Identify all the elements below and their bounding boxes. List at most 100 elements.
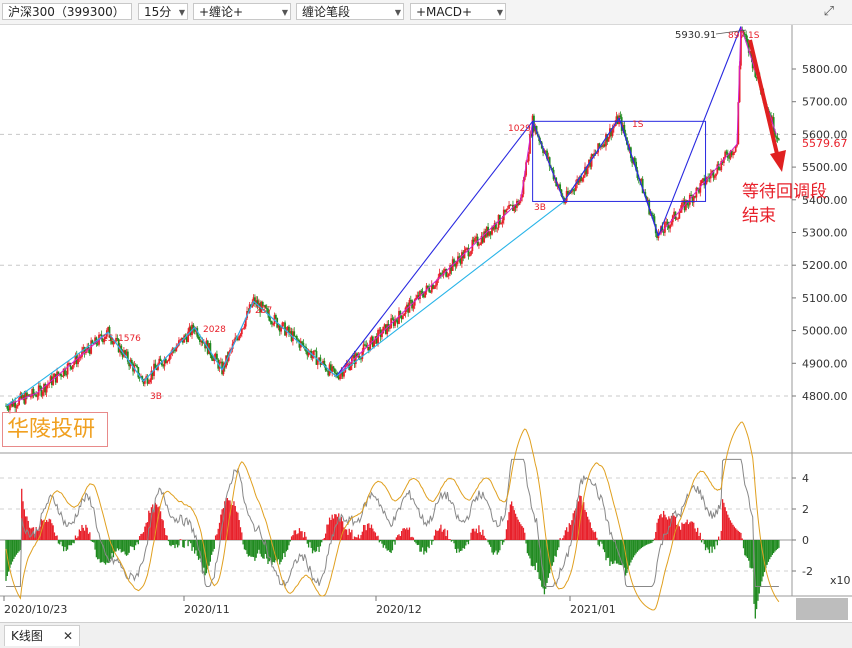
candle-body <box>200 340 203 342</box>
macd-tick-label: 4 <box>802 472 809 485</box>
candle-body <box>426 285 429 288</box>
candle-body <box>278 325 281 332</box>
candle-body <box>458 256 461 259</box>
scroll-thumb[interactable] <box>796 598 848 620</box>
last-price-label: 5579.67 <box>802 137 848 150</box>
candle-body <box>174 349 176 352</box>
indicator-select-1[interactable]: +缠论+ ▼ <box>193 3 291 20</box>
candle-body <box>244 318 247 327</box>
candle-body <box>394 319 396 326</box>
expand-icon[interactable]: ⤢ <box>823 4 834 19</box>
arrow-head <box>770 150 786 172</box>
candle-body <box>196 328 199 337</box>
candle-body <box>400 315 403 319</box>
chevron-down-icon: ▼ <box>394 8 401 17</box>
candle-body <box>774 132 776 137</box>
symbol-select[interactable]: 沪深300（399300） <box>2 3 132 20</box>
candle-body <box>265 307 268 309</box>
candle-body <box>535 125 538 134</box>
candle-body <box>375 336 378 344</box>
candle-body <box>236 338 239 341</box>
candle-body <box>468 254 471 257</box>
indicator-label-2: 缠论笔段 <box>302 5 351 19</box>
candle-body <box>314 350 317 352</box>
candle-body <box>679 209 682 213</box>
indicator-select-3[interactable]: +MACD+ ▼ <box>410 3 506 20</box>
candle-body <box>481 235 484 243</box>
candle-body <box>102 338 104 343</box>
candle-body <box>662 232 665 233</box>
tab-kline[interactable]: K线图 ✕ <box>4 625 80 646</box>
candle-body <box>530 134 533 137</box>
candle-body <box>176 345 179 348</box>
candle-body <box>286 326 289 330</box>
indicator-select-2[interactable]: 缠论笔段 ▼ <box>296 3 404 20</box>
candle-body <box>319 357 322 365</box>
candle-body <box>569 192 572 194</box>
close-icon[interactable]: ✕ <box>62 629 73 643</box>
candle-body <box>381 333 383 338</box>
candle-body <box>403 313 406 316</box>
candle-body <box>419 290 421 300</box>
candle-body <box>6 405 9 409</box>
period-select[interactable]: 15分 ▼ <box>138 3 188 20</box>
candle-body <box>128 361 131 367</box>
candle-body <box>88 349 91 354</box>
candle-body <box>546 150 548 159</box>
candle-body <box>65 374 68 376</box>
candle-body <box>527 153 530 162</box>
candle-body <box>104 336 107 339</box>
candle-body <box>329 364 332 372</box>
candle-body <box>694 196 696 198</box>
price-tick-label: 4800.00 <box>802 390 848 403</box>
candle-body <box>598 143 601 148</box>
candle-body <box>274 315 277 319</box>
candle-body <box>433 286 436 289</box>
candle-body <box>73 362 76 366</box>
candle-body <box>383 324 386 327</box>
candle-body <box>606 134 609 142</box>
candle-body <box>388 328 391 329</box>
candle-body <box>681 202 683 210</box>
candle-body <box>29 396 32 398</box>
dea-line <box>5 421 780 611</box>
candle-body <box>289 331 292 334</box>
candle-body <box>311 355 314 358</box>
candle-body <box>666 221 669 226</box>
candle-body <box>595 152 598 154</box>
candle-body <box>619 115 622 118</box>
candle-body <box>500 223 503 224</box>
candle-body <box>234 337 237 342</box>
price-tick-label: 5300.00 <box>802 227 848 240</box>
candle-body <box>369 340 372 351</box>
candle-body <box>187 331 189 342</box>
candle-body <box>103 338 106 343</box>
candle-body <box>635 161 638 171</box>
candle-body <box>146 376 149 384</box>
candle-body <box>572 189 575 191</box>
candle-body <box>650 212 653 215</box>
candle-body <box>513 205 516 211</box>
candle-body <box>233 341 235 344</box>
candle-body <box>610 128 613 136</box>
point-label: 3B <box>150 392 162 402</box>
chart-canvas[interactable]: 4800.00 4900.00 5000.00 5100.00 5200.00 5300.… <box>0 0 852 622</box>
pivot-stroke <box>563 117 620 202</box>
candle-body <box>578 176 581 183</box>
candle-body <box>571 189 573 193</box>
candle-body <box>365 344 368 348</box>
status-bar: K线图 ✕ <box>0 622 852 648</box>
high-value-label: 5930.91 <box>675 30 716 41</box>
candle-body <box>678 212 681 219</box>
candle-body <box>471 239 474 252</box>
candle-body <box>261 302 264 306</box>
candle-body <box>720 161 723 171</box>
candle-body <box>732 152 734 156</box>
macd-panel: -2 0 2 4 x10 <box>0 421 851 619</box>
time-tick-label: 2020/10/23 <box>4 603 67 616</box>
segment-line <box>335 120 534 377</box>
candle-body <box>281 322 284 329</box>
point-label: 3B <box>534 203 546 213</box>
candle-body <box>364 344 366 346</box>
indicator-label-3: +MACD+ <box>416 5 473 19</box>
